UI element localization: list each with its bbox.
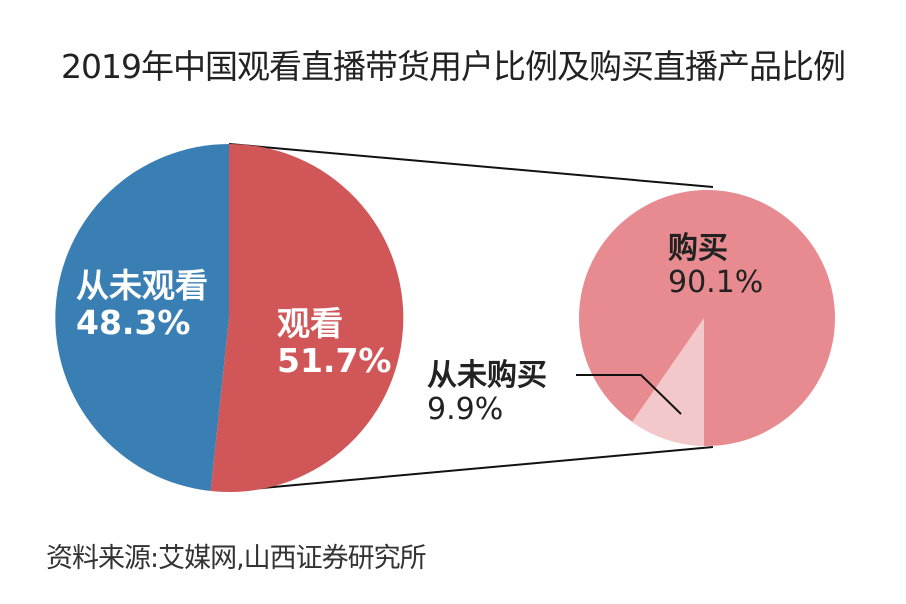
label-never-buy: 从未购买 9.9% <box>427 359 547 426</box>
connector-line-bottom <box>228 446 714 492</box>
leader-line <box>576 374 682 415</box>
label-watch-name: 观看 <box>277 304 343 343</box>
label-watch: 观看 51.7% <box>277 304 392 380</box>
slice-never-watch[interactable] <box>55 144 229 491</box>
source-note: 资料来源:艾媒网,山西证券研究所 <box>46 543 427 574</box>
label-never-watch-value: 48.3% <box>76 302 191 342</box>
chart-title: 2019年中国观看直播带货用户比例及购买直播产品比例 <box>61 47 846 86</box>
label-buy-name: 购买 <box>668 231 728 266</box>
secondary-pie <box>579 190 835 446</box>
label-watch-value: 51.7% <box>277 340 392 380</box>
label-buy-value: 90.1% <box>668 264 764 300</box>
connector-line-top <box>228 143 714 188</box>
label-never-buy-name: 从未购买 <box>427 358 547 393</box>
label-never-watch: 从未观看 48.3% <box>76 266 208 342</box>
main-pie <box>55 143 404 492</box>
slice-buy[interactable] <box>579 190 835 446</box>
label-buy: 购买 90.1% <box>668 232 763 299</box>
label-never-buy-value: 9.9% <box>427 391 504 427</box>
slice-watch[interactable] <box>210 143 404 492</box>
slice-never-buy[interactable] <box>632 318 704 446</box>
label-never-watch-name: 从未观看 <box>76 266 208 305</box>
